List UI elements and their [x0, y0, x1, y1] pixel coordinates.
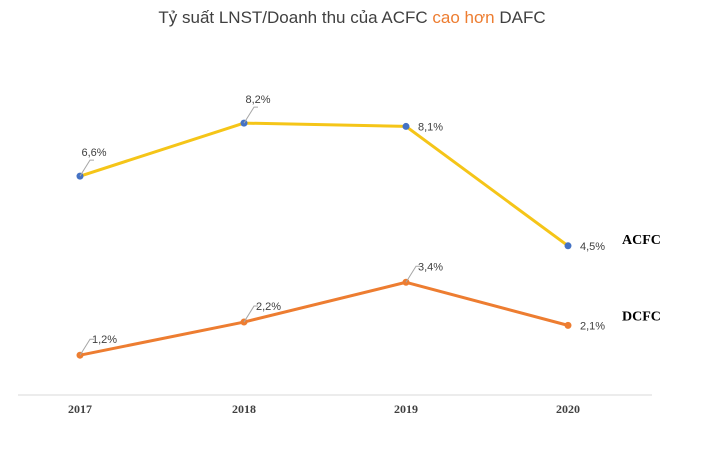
data-label-acfc: 8,2% — [245, 94, 270, 106]
series-line-acfc — [78, 121, 570, 248]
series-line-dcfc — [78, 280, 570, 357]
series-label-acfc: ACFC — [622, 233, 661, 248]
data-point-acfc — [564, 242, 572, 250]
data-label-dcfc: 2,2% — [256, 301, 281, 313]
data-label-dcfc: 3,4% — [418, 261, 443, 273]
title-text-before: Tỷ suất LNST/Doanh thu của ACFC — [158, 8, 433, 27]
data-label-leader — [79, 338, 94, 356]
data-label-acfc: 8,1% — [418, 121, 443, 133]
data-point-dcfc — [564, 321, 572, 329]
title-highlight: cao hơn — [432, 8, 495, 27]
x-tick-label: 2018 — [232, 402, 256, 416]
series-label-dcfc: DCFC — [622, 309, 661, 324]
data-label-leader — [79, 159, 94, 177]
data-label-acfc: 4,5% — [580, 241, 605, 253]
x-tick-label: 2019 — [394, 402, 418, 416]
x-tick-label: 2017 — [68, 402, 92, 416]
chart-title: Tỷ suất LNST/Doanh thu của ACFC cao hơn … — [0, 8, 704, 28]
data-label-leader — [243, 106, 258, 124]
data-label-dcfc: 2,1% — [580, 320, 605, 332]
data-point-acfc — [402, 122, 410, 130]
title-text-after: DAFC — [494, 8, 546, 27]
data-label-dcfc: 1,2% — [92, 334, 117, 346]
data-label-leader — [405, 265, 420, 283]
x-tick-label: 2020 — [556, 402, 580, 416]
data-label-leader — [243, 305, 258, 323]
data-label-acfc: 6,6% — [81, 147, 106, 159]
